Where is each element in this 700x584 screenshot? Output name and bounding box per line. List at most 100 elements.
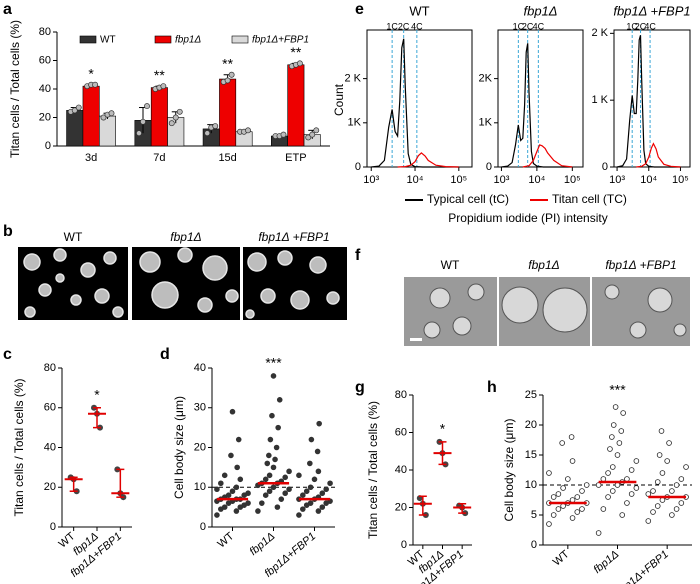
y-tick-label: 1K <box>348 117 362 129</box>
data-point <box>275 424 281 431</box>
data-point <box>614 452 621 458</box>
data-point <box>614 482 621 488</box>
data-point <box>633 485 640 491</box>
y-tick-label: 20 <box>194 441 206 453</box>
data-point <box>624 476 630 482</box>
data-point <box>650 488 656 494</box>
x-tick-label: fbp1Δ+FBP1 <box>615 548 671 584</box>
data-point <box>264 460 271 467</box>
data-point <box>574 509 581 515</box>
data-point <box>140 118 146 125</box>
data-point <box>569 458 576 464</box>
panel-label: c <box>3 346 12 363</box>
data-point <box>237 476 244 483</box>
data-point <box>92 81 99 88</box>
x-tick-label: WT <box>551 548 572 568</box>
data-point <box>266 472 273 479</box>
data-point <box>612 404 619 410</box>
image-title: fbp1Δ <box>528 258 559 272</box>
data-point <box>550 494 557 500</box>
image-panel-b: b WT fbp1Δ fbp1Δ +FBP1 <box>3 223 347 320</box>
data-point <box>678 476 685 482</box>
data-point <box>559 440 565 446</box>
scale-bar <box>410 338 422 341</box>
data-point <box>568 434 575 440</box>
data-point <box>100 114 107 121</box>
y-tick-label: 0 <box>200 521 206 533</box>
data-point <box>308 436 315 443</box>
data-point <box>296 512 302 518</box>
y-tick-label: 25 <box>525 389 537 401</box>
data-point <box>560 503 566 509</box>
data-point <box>214 512 220 518</box>
data-point <box>229 488 236 495</box>
legend-label: Titan cell (TC) <box>552 192 627 206</box>
data-point <box>276 396 283 403</box>
data-point <box>316 420 322 427</box>
subplot-title: WT <box>409 3 429 18</box>
bar <box>82 85 100 147</box>
data-point <box>569 497 576 503</box>
data-point <box>282 474 288 481</box>
data-point <box>669 488 675 494</box>
bar <box>150 87 168 147</box>
reference-label: 1C <box>513 21 525 31</box>
reference-label: 2C <box>522 21 534 31</box>
data-point <box>645 518 652 524</box>
annotation: ** <box>154 67 165 83</box>
y-tick-label: 30 <box>194 402 206 414</box>
x-tick-label: 10⁴ <box>407 174 424 186</box>
legend-swatch <box>154 35 172 44</box>
x-tick-label: 15d <box>218 152 236 164</box>
legend-label: fbp1Δ+FBP1 <box>252 35 309 46</box>
data-point <box>664 458 670 464</box>
y-tick-label: 60 <box>39 54 51 66</box>
data-point <box>266 488 273 495</box>
data-point <box>296 472 302 479</box>
reference-label: 4C <box>644 21 656 31</box>
y-tick-label: 0 <box>45 140 51 152</box>
reference-label: 4C <box>411 21 423 31</box>
y-tick-label: 10 <box>525 479 537 491</box>
data-point <box>565 476 571 482</box>
panel-label: b <box>3 223 13 240</box>
data-point <box>620 410 626 416</box>
data-point <box>673 482 680 488</box>
x-tick-label: 10⁵ <box>450 174 467 186</box>
y-tick-label: 20 <box>525 419 537 431</box>
data-point <box>314 448 321 455</box>
cells <box>23 247 340 319</box>
x-tick-label: 10³ <box>609 174 625 186</box>
y-tick-label: 20 <box>44 481 56 493</box>
image-title: fbp1Δ <box>170 230 201 244</box>
data-point <box>309 131 316 138</box>
data-point <box>300 506 306 512</box>
data-point <box>229 408 236 415</box>
data-point <box>212 123 219 130</box>
y-tick-label: 15 <box>525 449 537 461</box>
data-point <box>221 472 228 479</box>
panel-label: e <box>355 1 364 18</box>
x-tick-label: fbp1Δ <box>592 548 622 576</box>
data-point <box>645 491 652 497</box>
reference-label: 2C <box>398 21 410 31</box>
reference-label: 1C <box>386 21 398 31</box>
y-tick-label: 60 <box>395 426 407 438</box>
y-tick-label: 20 <box>395 501 407 513</box>
data-point <box>618 428 625 434</box>
y-tick-label: 0 <box>602 161 608 173</box>
data-point <box>569 515 576 521</box>
x-tick-label: 10⁵ <box>672 174 689 186</box>
data-point <box>144 103 150 110</box>
image-title: fbp1Δ +FBP1 <box>605 258 676 272</box>
histogram-line <box>501 43 573 168</box>
reference-label: 1C <box>626 21 638 31</box>
data-point <box>579 488 585 494</box>
data-point <box>574 494 581 500</box>
data-point <box>305 134 312 141</box>
legend-label: Typical cell (tC) <box>427 192 509 206</box>
data-point <box>327 480 333 487</box>
data-point <box>270 373 277 379</box>
data-point <box>624 500 630 506</box>
